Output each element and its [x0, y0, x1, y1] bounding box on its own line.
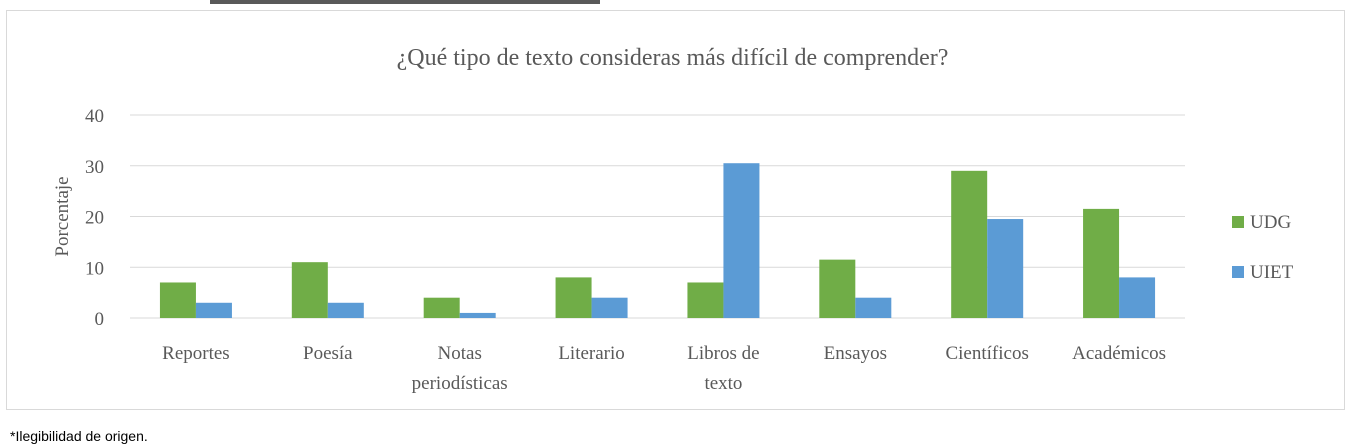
y-tick-label: 10 [85, 258, 104, 279]
x-tick-label-line: Reportes [162, 343, 230, 364]
bar-udg [1083, 208, 1120, 318]
x-tick-label: Poesía [303, 343, 353, 364]
bar-uiet [987, 219, 1024, 318]
x-tick-label: Ensayos [824, 343, 887, 364]
bar-udg [819, 259, 856, 318]
x-tick-label: Notas periodísticas [412, 343, 508, 394]
bar-udg [687, 282, 724, 318]
legend-swatch-uiet [1232, 266, 1244, 278]
x-tick-label-line: Libros de [687, 343, 759, 364]
bar-uiet [591, 297, 628, 318]
bar-udg [291, 262, 328, 318]
bar-udg [555, 277, 592, 318]
legend-label-uiet: UIET [1250, 262, 1294, 283]
x-tick-label: Académicos [1072, 343, 1166, 364]
x-tick-label: Libros de texto [687, 343, 759, 394]
y-tick-label: 0 [95, 309, 105, 330]
chart-frame [6, 10, 1345, 410]
bar-udg [423, 297, 460, 318]
bar-udg [159, 282, 196, 318]
top-border-line [210, 0, 600, 4]
bar-chart: ¿Qué tipo de texto consideras más difíci… [52, 45, 1294, 394]
bar-uiet [195, 302, 232, 318]
bar-uiet [855, 297, 892, 318]
chart-title: ¿Qué tipo de texto consideras más difíci… [397, 45, 949, 71]
bar-uiet [327, 302, 364, 318]
x-tick-label: Reportes [162, 343, 230, 364]
footnote: *Ilegibilidad de origen. [10, 428, 148, 444]
x-tick-label-line: Científicos [945, 343, 1028, 364]
bar-udg [951, 170, 988, 318]
bar-uiet [1119, 277, 1156, 318]
legend-label-udg: UDG [1250, 212, 1291, 233]
y-tick-label: 20 [85, 208, 104, 229]
x-tick-label-line: Ensayos [824, 343, 887, 364]
bar-uiet [723, 163, 760, 318]
x-tick-label-line: Académicos [1072, 343, 1166, 364]
x-tick-label: Literario [558, 343, 624, 364]
x-tick-label-line: texto [704, 373, 742, 394]
y-tick-label: 40 [85, 106, 104, 127]
x-tick-label-line: Notas [438, 343, 482, 364]
x-tick-label-line: Poesía [303, 343, 353, 364]
x-tick-label: Científicos [945, 343, 1028, 364]
y-axis-label: Porcentaje [52, 176, 73, 256]
bar-uiet [459, 312, 496, 318]
x-tick-label-line: Literario [558, 343, 624, 364]
x-tick-label-line: periodísticas [412, 373, 508, 394]
legend-swatch-udg [1232, 216, 1244, 228]
y-tick-label: 30 [85, 157, 104, 178]
